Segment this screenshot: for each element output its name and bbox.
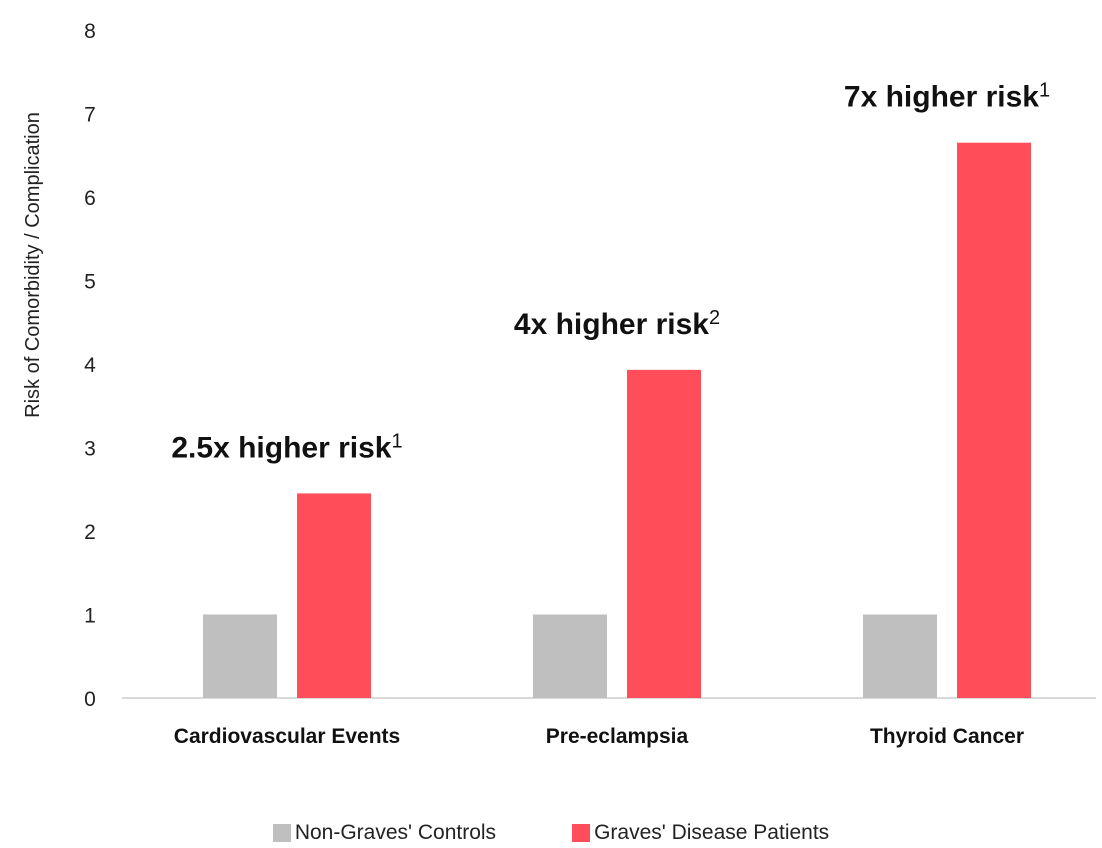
legend-item-graves: Graves' Disease Patients — [572, 818, 829, 848]
legend-label-controls: Non-Graves' Controls — [294, 821, 497, 844]
y-tick-label: 8 — [84, 20, 96, 43]
y-axis-ticks: 0 1 2 3 4 5 6 7 8 — [84, 20, 96, 711]
y-tick-label: 4 — [84, 354, 96, 377]
x-category-label: Thyroid Cancer — [870, 725, 1024, 748]
bar-annotations: 2.5x higher risk1 4x higher risk2 7x highe… — [171, 80, 1050, 465]
bar-controls — [863, 614, 937, 698]
bars — [203, 142, 1031, 699]
x-category-label: Pre-eclampsia — [546, 725, 689, 748]
y-tick-label: 7 — [84, 104, 96, 127]
bar-controls — [203, 614, 277, 698]
y-tick-label: 6 — [84, 187, 96, 210]
legend-label-graves: Graves' Disease Patients — [594, 821, 830, 844]
bar-graves — [957, 142, 1031, 699]
legend-swatch-controls — [272, 824, 291, 842]
x-category-label: Cardiovascular Events — [174, 725, 400, 748]
x-axis-categories: Cardiovascular Events Pre-eclampsia Thyroi… — [174, 725, 1024, 748]
bar-annotation: 2.5x higher risk1 — [171, 430, 402, 464]
legend: Non-Graves' Controls Graves' Disease Pat… — [0, 818, 1102, 848]
bar-chart: 0 1 2 3 4 5 6 7 8 Risk of Comorbidity / Complica… — [22, 20, 1096, 748]
bar-controls — [533, 614, 607, 698]
y-tick-label: 1 — [84, 605, 96, 628]
y-tick-label: 3 — [84, 438, 96, 461]
bar-graves — [627, 369, 701, 698]
y-axis-label: Risk of Comorbidity / Complication — [22, 112, 44, 418]
bar-graves — [297, 493, 371, 698]
y-tick-label: 5 — [84, 271, 96, 294]
legend-swatch-graves — [572, 824, 591, 842]
y-tick-label: 0 — [84, 688, 96, 711]
y-tick-label: 2 — [84, 521, 96, 544]
legend-item-controls: Non-Graves' Controls — [272, 818, 497, 848]
bar-annotation: 7x higher risk1 — [844, 80, 1050, 114]
bar-annotation: 4x higher risk2 — [514, 307, 720, 341]
